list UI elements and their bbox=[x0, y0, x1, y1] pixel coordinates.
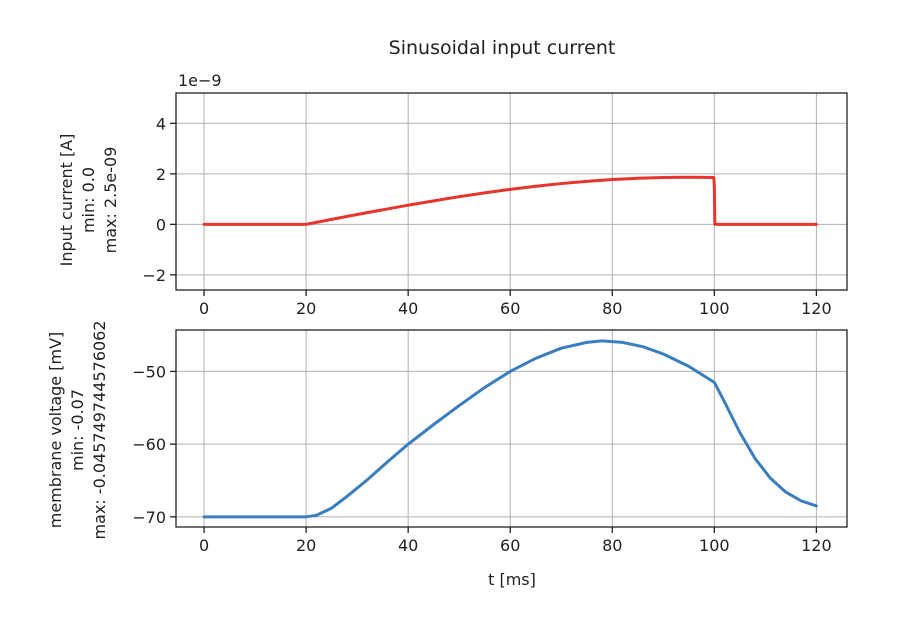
top-x-tick-label-6: 120 bbox=[801, 299, 832, 318]
top-x-tick-label-5: 100 bbox=[699, 299, 730, 318]
bottom-x-tick-label-5: 100 bbox=[699, 536, 730, 555]
top-series-line-0 bbox=[202, 175, 818, 226]
bottom-x-tick-label-2: 40 bbox=[398, 536, 418, 555]
top-y-tick-label-2: 2 bbox=[156, 165, 166, 184]
top-ylabel-line-1: Input current [A] bbox=[57, 134, 76, 267]
y-offset-text: 1e−9 bbox=[178, 71, 222, 90]
top-x-tick-label-4: 80 bbox=[602, 299, 622, 318]
chart-title: Sinusoidal input current bbox=[389, 37, 616, 59]
bottom-x-tick-label-4: 80 bbox=[602, 536, 622, 555]
top-axes-frame bbox=[175, 92, 848, 291]
bottom-y-tick-label-2: −50 bbox=[132, 362, 166, 381]
top-chart: 0 20 40 60 80 100 120 −2 0 2 4 bbox=[142, 92, 848, 318]
bottom-y-tick-label-0: −70 bbox=[132, 508, 166, 527]
top-x-tick-label-3: 60 bbox=[500, 299, 520, 318]
top-y-tick-label-0: −2 bbox=[142, 266, 166, 285]
bottom-series-line-0 bbox=[202, 339, 818, 519]
bottom-ylabel-line-2: min: -0.07 bbox=[68, 389, 87, 471]
bottom-x-tick-label-6: 120 bbox=[801, 536, 832, 555]
top-y-tick-label-3: 4 bbox=[156, 114, 166, 133]
top-x-tick-label-0: 0 bbox=[199, 299, 209, 318]
bottom-ylabel-line-3: max: -0.045749744576062 bbox=[90, 320, 109, 539]
bottom-x-tick-label-0: 0 bbox=[199, 536, 209, 555]
top-ylabel-line-3: max: 2.5e-09 bbox=[101, 147, 120, 254]
top-x-tick-label-2: 40 bbox=[398, 299, 418, 318]
top-y-tick-label-1: 0 bbox=[156, 215, 166, 234]
bottom-y-tick-label-1: −60 bbox=[132, 435, 166, 454]
bottom-axes-frame bbox=[175, 329, 848, 528]
bottom-ylabel-line-1: membrane voltage [mV] bbox=[46, 332, 65, 529]
bottom-x-tick-label-3: 60 bbox=[500, 536, 520, 555]
bottom-x-tick-label-1: 20 bbox=[296, 536, 316, 555]
bottom-chart: 0 20 40 60 80 100 120 −70 −60 −50 bbox=[132, 329, 848, 555]
top-ylabel-line-2: min: 0.0 bbox=[79, 167, 98, 233]
bottom-xlabel: t [ms] bbox=[488, 570, 536, 589]
top-x-tick-label-1: 20 bbox=[296, 299, 316, 318]
